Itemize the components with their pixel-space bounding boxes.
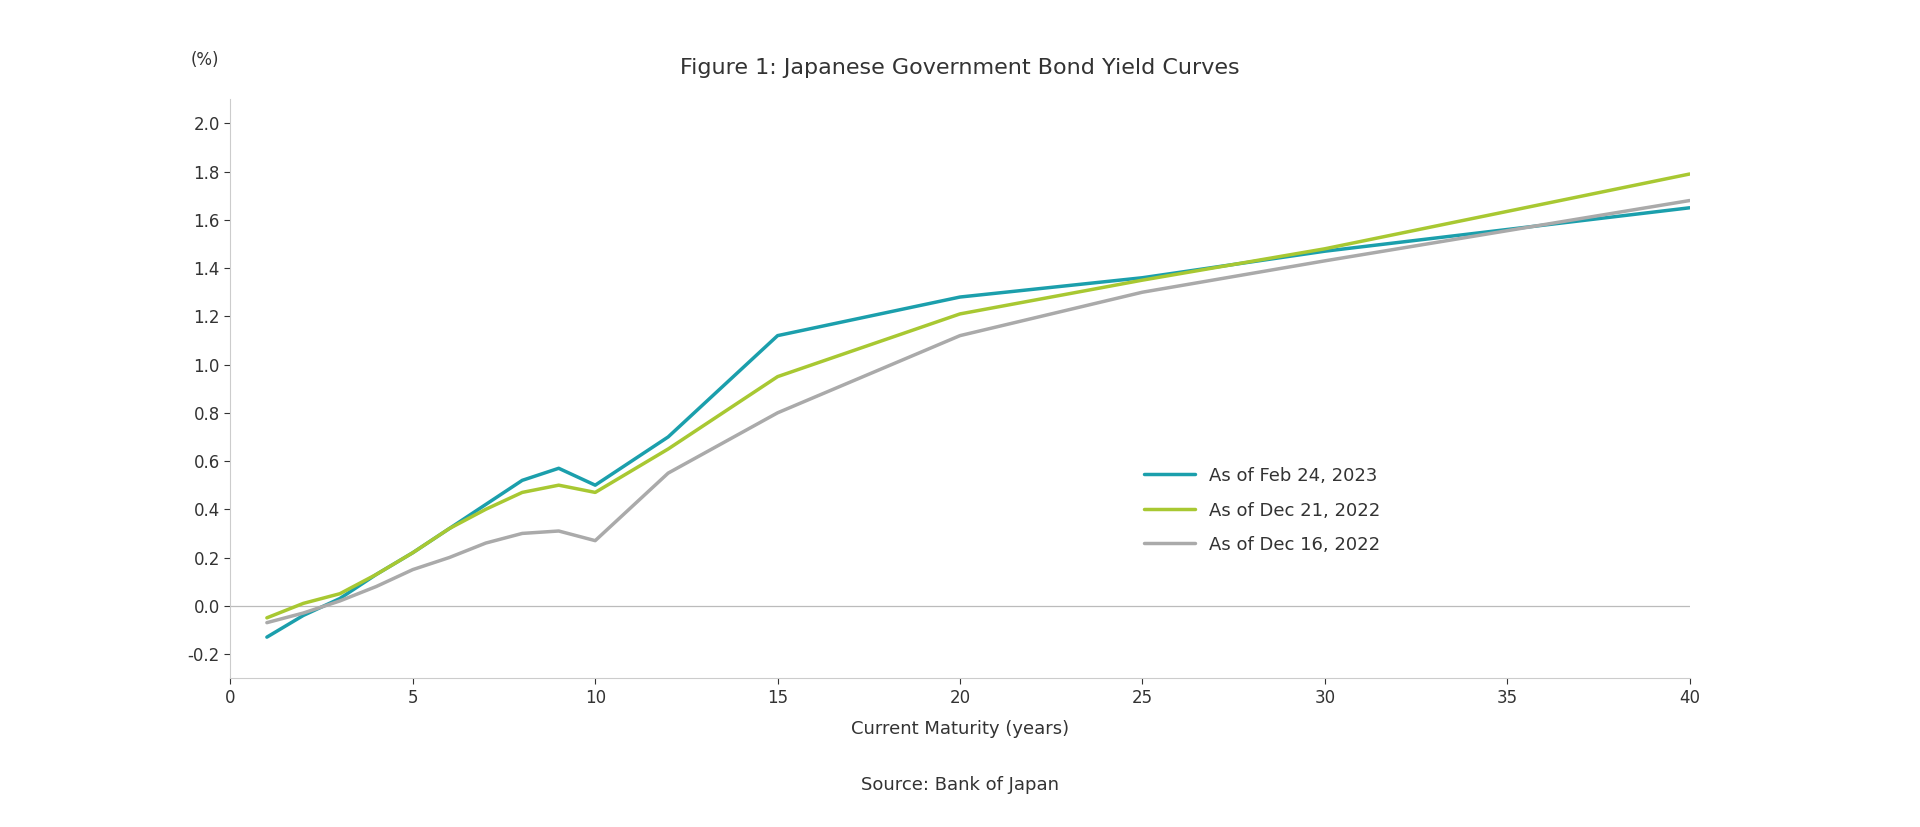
As of Feb 24, 2023 (547, 463, 570, 473)
As of Dec 21, 2022 (1313, 244, 1336, 254)
As of Dec 21, 2022 (584, 487, 607, 497)
As of Dec 16, 2022 (766, 408, 789, 418)
As of Dec 16, 2022 (328, 596, 351, 606)
As of Feb 24, 2023 (1131, 273, 1154, 283)
As of Dec 21, 2022 (547, 480, 570, 490)
As of Feb 24, 2023 (365, 570, 388, 580)
As of Feb 24, 2023 (511, 476, 534, 485)
As of Feb 24, 2023 (948, 292, 972, 302)
Line: As of Dec 21, 2022: As of Dec 21, 2022 (267, 174, 1690, 618)
As of Feb 24, 2023 (474, 500, 497, 509)
As of Dec 21, 2022 (474, 504, 497, 514)
X-axis label: Current Maturity (years): Current Maturity (years) (851, 720, 1069, 739)
As of Dec 16, 2022 (657, 468, 680, 478)
As of Dec 16, 2022 (1313, 256, 1336, 265)
As of Dec 21, 2022 (766, 371, 789, 381)
As of Feb 24, 2023 (1313, 246, 1336, 256)
As of Dec 21, 2022 (1131, 275, 1154, 285)
As of Feb 24, 2023 (1678, 203, 1701, 213)
As of Dec 21, 2022 (292, 599, 315, 609)
As of Feb 24, 2023 (255, 632, 278, 642)
As of Dec 21, 2022 (328, 589, 351, 599)
As of Dec 16, 2022 (511, 528, 534, 538)
Line: As of Feb 24, 2023: As of Feb 24, 2023 (267, 208, 1690, 637)
As of Feb 24, 2023 (657, 432, 680, 442)
Text: (%): (%) (190, 50, 219, 69)
As of Dec 21, 2022 (1678, 169, 1701, 179)
As of Feb 24, 2023 (328, 594, 351, 604)
As of Dec 21, 2022 (948, 309, 972, 319)
As of Dec 16, 2022 (474, 538, 497, 548)
As of Dec 21, 2022 (438, 523, 461, 533)
Line: As of Dec 16, 2022: As of Dec 16, 2022 (267, 200, 1690, 623)
As of Dec 16, 2022 (948, 331, 972, 341)
As of Dec 16, 2022 (1678, 195, 1701, 205)
As of Dec 16, 2022 (1131, 287, 1154, 297)
As of Dec 16, 2022 (547, 526, 570, 536)
Title: Figure 1: Japanese Government Bond Yield Curves: Figure 1: Japanese Government Bond Yield… (680, 58, 1240, 79)
As of Dec 16, 2022 (255, 618, 278, 628)
Legend: As of Feb 24, 2023, As of Dec 21, 2022, As of Dec 16, 2022: As of Feb 24, 2023, As of Dec 21, 2022, … (1144, 467, 1380, 554)
As of Feb 24, 2023 (401, 547, 424, 557)
As of Dec 21, 2022 (255, 613, 278, 623)
As of Dec 16, 2022 (584, 536, 607, 546)
As of Feb 24, 2023 (292, 610, 315, 620)
As of Dec 16, 2022 (292, 608, 315, 618)
As of Dec 21, 2022 (365, 570, 388, 580)
As of Dec 16, 2022 (365, 581, 388, 591)
As of Dec 21, 2022 (657, 444, 680, 454)
As of Dec 16, 2022 (438, 552, 461, 562)
As of Feb 24, 2023 (584, 480, 607, 490)
As of Dec 21, 2022 (511, 487, 534, 497)
As of Feb 24, 2023 (766, 331, 789, 341)
As of Dec 16, 2022 (401, 565, 424, 575)
As of Dec 21, 2022 (401, 547, 424, 557)
Text: Source: Bank of Japan: Source: Bank of Japan (860, 776, 1060, 794)
As of Feb 24, 2023 (438, 523, 461, 533)
